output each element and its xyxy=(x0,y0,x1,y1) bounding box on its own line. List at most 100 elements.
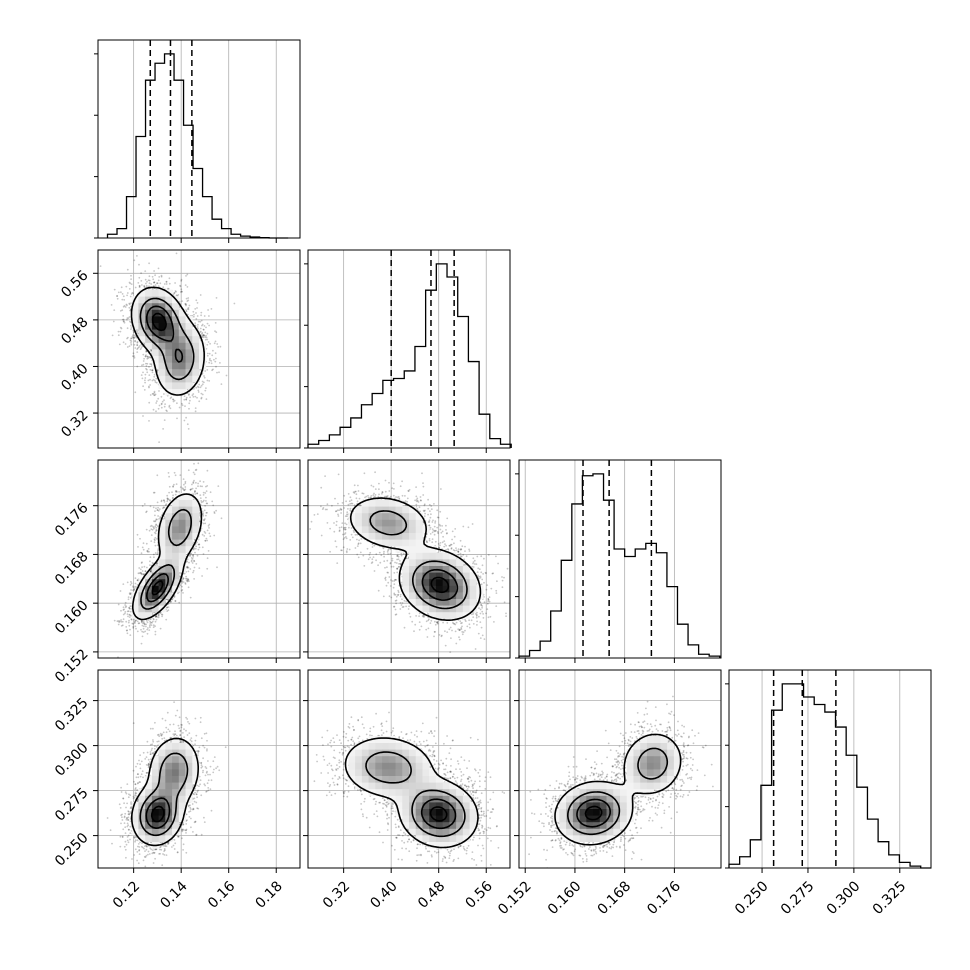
sample-point xyxy=(151,369,153,372)
sample-point xyxy=(203,381,205,384)
sample-point xyxy=(142,385,145,388)
sample-point xyxy=(141,546,144,549)
sample-point xyxy=(142,415,144,417)
sample-point xyxy=(201,331,204,334)
sample-point xyxy=(194,322,197,324)
sample-point xyxy=(215,297,218,299)
sample-point xyxy=(156,282,159,285)
sample-point xyxy=(152,506,155,509)
sample-point xyxy=(172,293,175,296)
sample-point xyxy=(126,318,128,321)
sample-point xyxy=(168,404,171,407)
sample-point xyxy=(136,340,139,343)
sample-point xyxy=(134,625,137,628)
sample-point xyxy=(130,340,133,342)
sample-point xyxy=(136,344,139,347)
sample-point xyxy=(147,357,150,359)
sample-point xyxy=(122,305,125,308)
sample-point xyxy=(178,406,181,409)
sample-point xyxy=(146,362,149,365)
sample-point xyxy=(142,353,145,356)
sample-point xyxy=(149,363,152,365)
sample-point xyxy=(157,506,160,509)
sample-point xyxy=(125,303,128,306)
sample-point xyxy=(128,302,131,305)
sample-point xyxy=(158,404,161,407)
sample-point xyxy=(154,393,157,396)
sample-point xyxy=(126,268,129,271)
sample-point xyxy=(194,308,197,310)
sample-point xyxy=(151,275,154,278)
sample-point xyxy=(165,283,168,285)
sample-point xyxy=(136,255,138,257)
sample-point xyxy=(137,546,139,548)
density-cell xyxy=(172,342,180,350)
sample-point xyxy=(214,322,217,324)
sample-point xyxy=(154,536,157,539)
sample-point xyxy=(148,366,150,368)
sample-point xyxy=(153,281,155,284)
sample-point xyxy=(135,627,137,630)
sample-point xyxy=(149,394,152,396)
sample-point xyxy=(134,391,137,394)
density-cell xyxy=(178,342,186,350)
sample-point xyxy=(122,295,125,298)
histogram-panel-3: 0.250 0.275 0.300 0.325 xyxy=(725,669,932,918)
sample-point xyxy=(205,490,208,492)
sample-point xyxy=(208,361,211,364)
sample-point xyxy=(152,278,155,281)
sample-point xyxy=(158,441,161,443)
sample-point xyxy=(184,405,186,407)
sample-point xyxy=(202,553,205,555)
sample-point xyxy=(176,417,178,420)
sample-point xyxy=(175,252,178,255)
sample-point xyxy=(166,287,169,290)
sample-point xyxy=(138,567,141,569)
sample-point xyxy=(196,554,199,557)
sample-point xyxy=(153,270,156,272)
sample-point xyxy=(196,396,198,399)
sample-point xyxy=(180,278,183,281)
sample-point xyxy=(187,299,190,302)
sample-point xyxy=(150,350,152,352)
sample-point xyxy=(138,263,140,266)
sample-point xyxy=(113,288,116,291)
sample-point xyxy=(188,393,190,396)
sample-point xyxy=(187,297,190,299)
sample-point xyxy=(199,497,202,499)
sample-point xyxy=(149,626,151,629)
sample-point xyxy=(187,428,190,430)
sample-point xyxy=(204,389,207,392)
sample-point xyxy=(168,491,171,494)
sample-point xyxy=(209,342,212,345)
sample-point xyxy=(208,315,210,317)
sample-point xyxy=(126,327,129,330)
sample-point xyxy=(110,304,113,306)
sample-point xyxy=(208,523,211,526)
density-cell xyxy=(178,362,186,370)
sample-point xyxy=(148,374,151,376)
sample-point xyxy=(202,334,205,336)
sample-point xyxy=(149,556,152,559)
sample-point xyxy=(132,355,134,358)
sample-point xyxy=(216,343,219,345)
sample-point xyxy=(130,302,132,304)
sample-point xyxy=(130,283,133,285)
sample-point xyxy=(184,303,187,306)
sample-point xyxy=(205,500,207,502)
sample-point xyxy=(149,356,152,359)
sample-point xyxy=(142,363,145,366)
sample-point xyxy=(146,632,149,635)
sample-point xyxy=(123,299,126,301)
sample-point xyxy=(211,354,214,357)
sample-point xyxy=(206,352,209,355)
sample-point xyxy=(148,401,151,404)
sample-point xyxy=(137,347,139,349)
sample-point xyxy=(153,391,156,394)
sample-point xyxy=(118,620,121,622)
sample-point xyxy=(127,317,130,319)
sample-point xyxy=(211,369,214,372)
sample-point xyxy=(181,404,184,407)
sample-point xyxy=(163,405,166,408)
density-cell xyxy=(192,335,200,343)
